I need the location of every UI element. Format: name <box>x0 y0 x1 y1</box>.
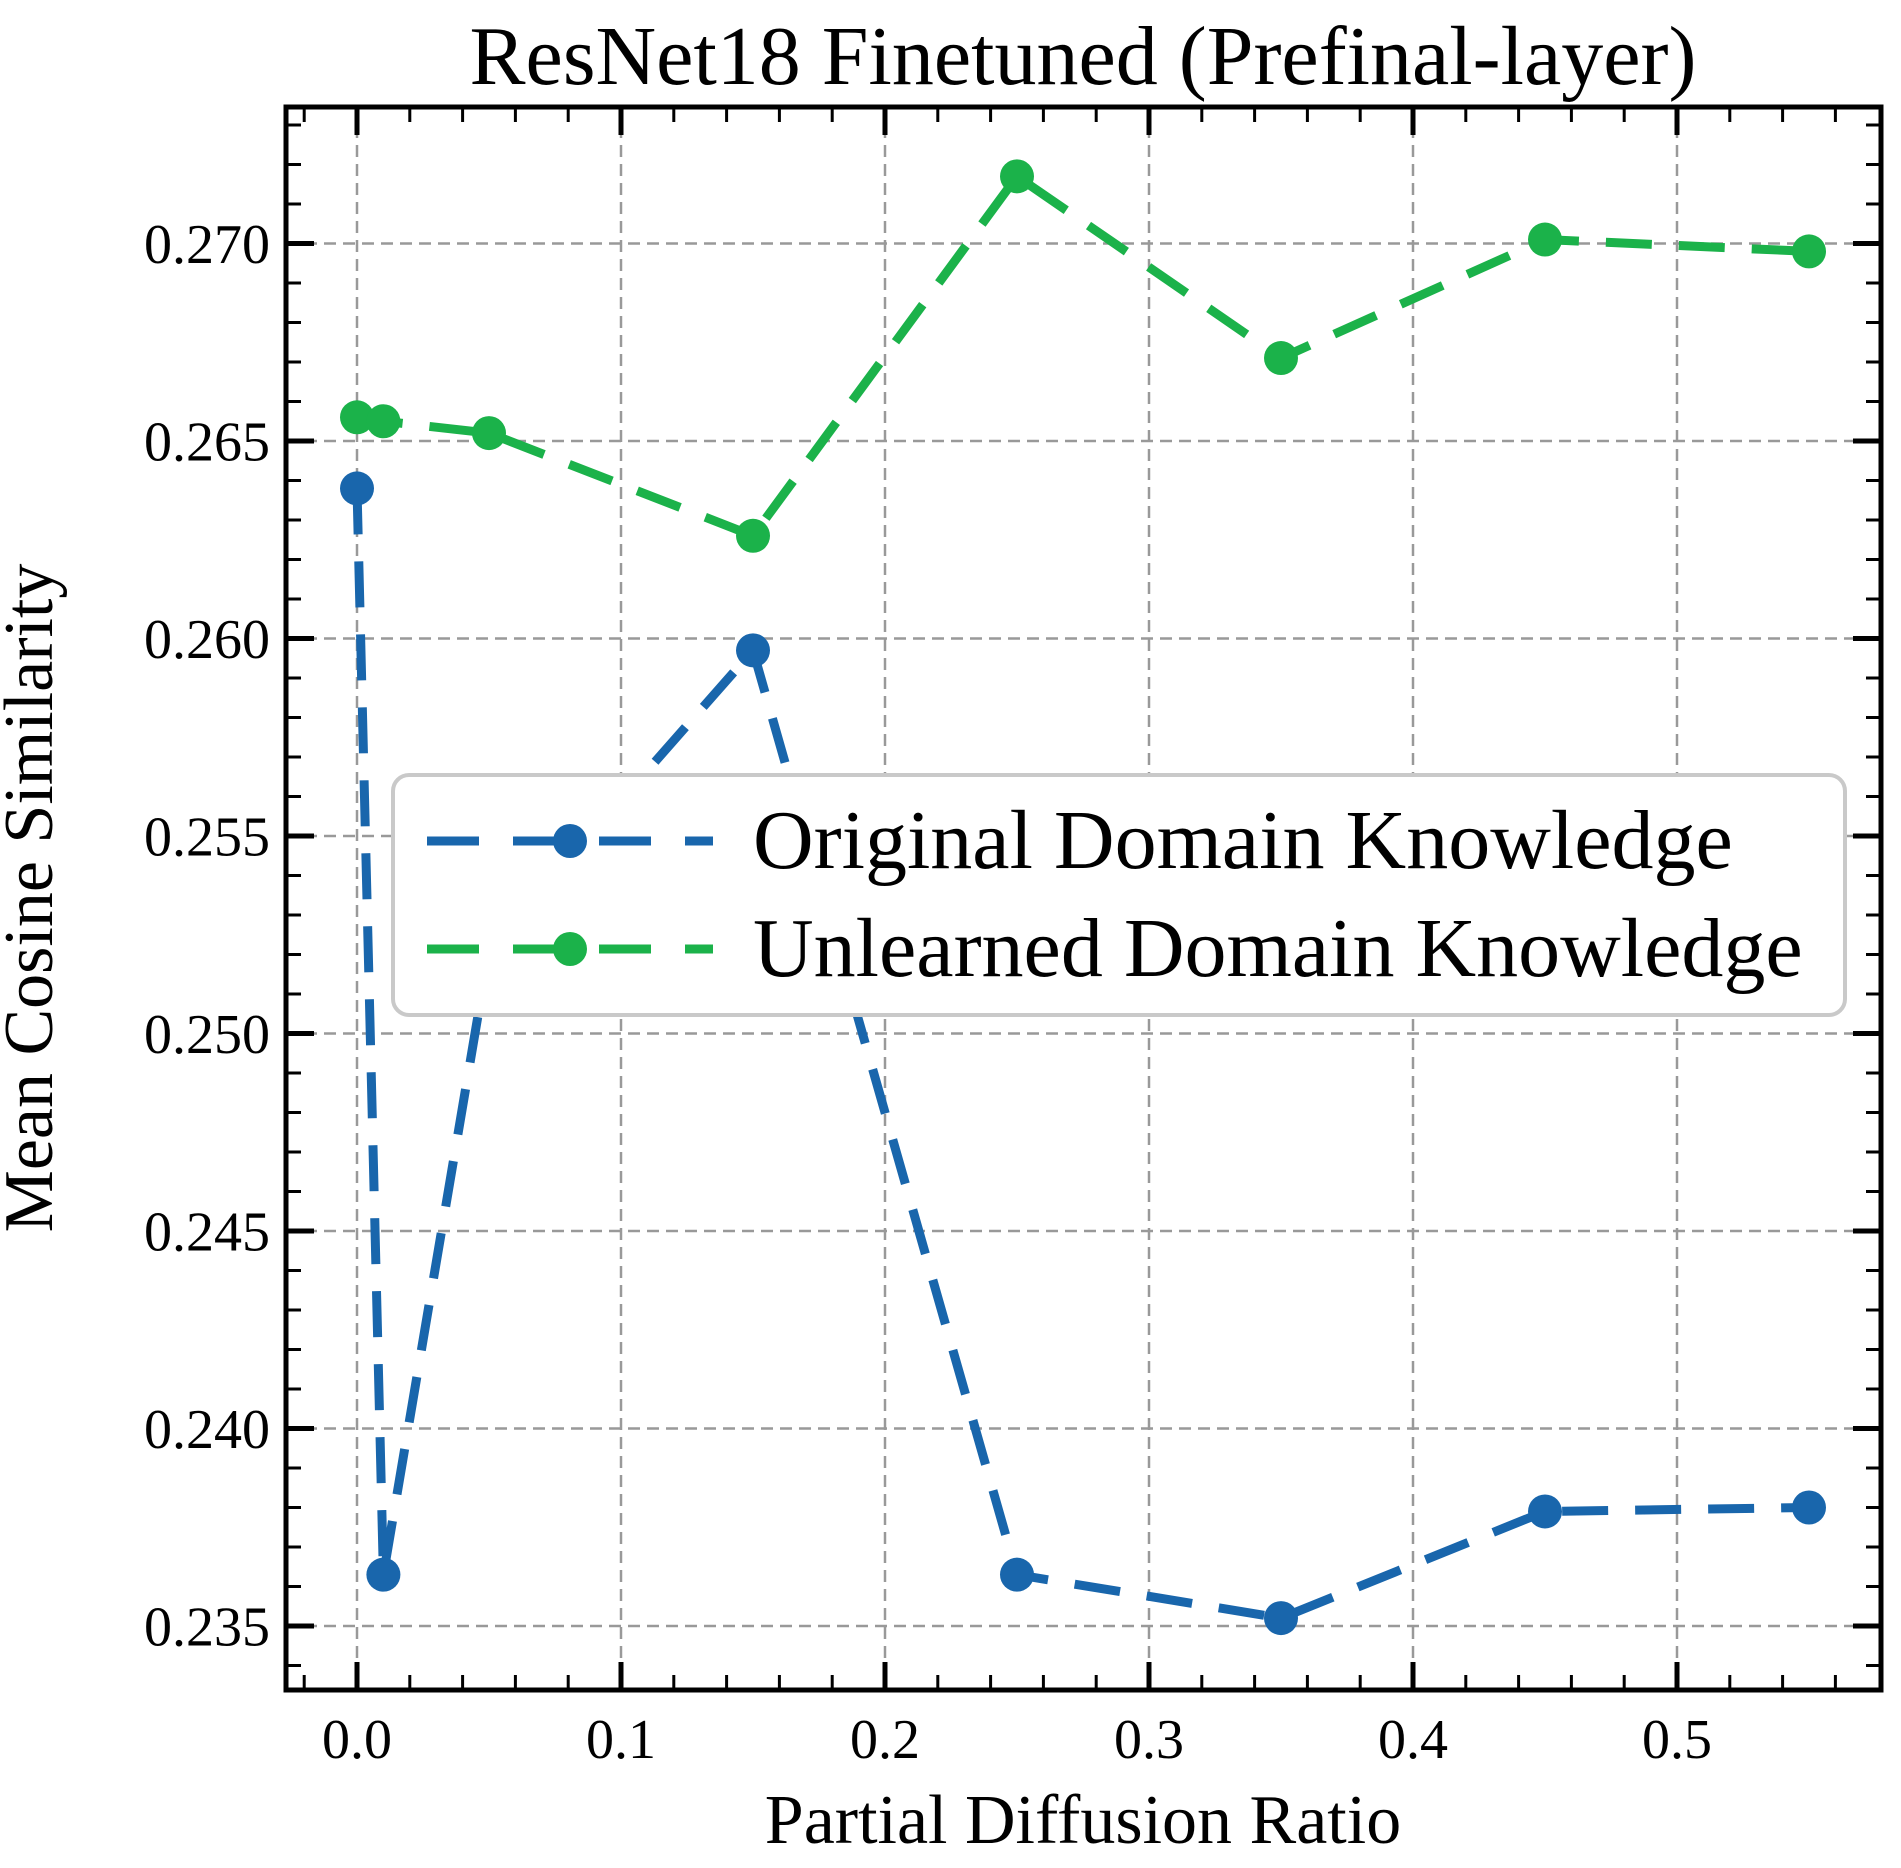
legend-marker-sample <box>553 932 587 967</box>
y-tick-label: 0.245 <box>144 1202 270 1264</box>
data-point-marker <box>736 633 770 668</box>
legend-swatch-line-marker <box>427 823 713 858</box>
data-point-marker <box>1000 1557 1034 1592</box>
data-point-marker <box>366 1557 401 1592</box>
legend-item: Original Domain Knowledge <box>425 796 1843 886</box>
x-tick-label: 0.0 <box>322 1709 392 1771</box>
data-point-marker <box>472 416 506 451</box>
y-tick-label: 0.255 <box>144 807 270 869</box>
legend: Original Domain Knowledge Unlearned Doma… <box>391 773 1847 1017</box>
x-axis-label: Partial Diffusion Ratio <box>765 1782 1401 1859</box>
x-tick-label: 0.2 <box>850 1709 920 1771</box>
data-point-marker <box>1264 341 1298 376</box>
legend-label: Original Domain Knowledge <box>753 793 1733 887</box>
data-point-marker <box>1792 234 1826 269</box>
series-line <box>352 488 1810 1623</box>
legend-label: Unlearned Domain Knowledge <box>753 902 1803 996</box>
legend-item: Unlearned Domain Knowledge <box>425 904 1843 994</box>
axes-spines <box>283 104 1884 1693</box>
data-point-marker <box>1000 159 1034 194</box>
data-point-marker <box>1792 1490 1826 1525</box>
x-tick-label: 0.3 <box>1114 1709 1184 1771</box>
data-point-marker <box>1528 222 1562 257</box>
y-tick-label: 0.265 <box>144 412 270 474</box>
data-point-marker <box>736 518 770 553</box>
x-tick-label: 0.1 <box>586 1709 656 1771</box>
plot-graphics: 0.0 0.1 0.2 0.3 0.4 0.5 0.235 0.240 0.245 0.250 0.… <box>144 104 1884 1771</box>
chart-title: ResNet18 Finetuned (Prefinal-layer) <box>470 10 1697 103</box>
y-tick-label: 0.235 <box>144 1597 270 1659</box>
y-tick-label: 0.240 <box>144 1399 270 1461</box>
data-point-marker <box>366 404 401 439</box>
y-tick-label: 0.260 <box>144 609 270 671</box>
y-axis-label: Mean Cosine Similarity <box>0 564 68 1233</box>
data-point-marker <box>340 400 374 435</box>
series-line <box>356 170 1810 542</box>
legend-swatch-line-marker <box>427 932 713 967</box>
legend-marker-sample <box>553 823 587 858</box>
data-point-marker <box>1528 1494 1562 1529</box>
x-tick-label: 0.5 <box>1642 1709 1712 1771</box>
y-tick-label: 0.250 <box>144 1004 270 1066</box>
data-point-marker <box>1264 1601 1298 1636</box>
data-point-marker <box>340 471 374 506</box>
y-tick-label: 0.270 <box>144 214 270 276</box>
x-tick-label: 0.4 <box>1378 1709 1448 1771</box>
